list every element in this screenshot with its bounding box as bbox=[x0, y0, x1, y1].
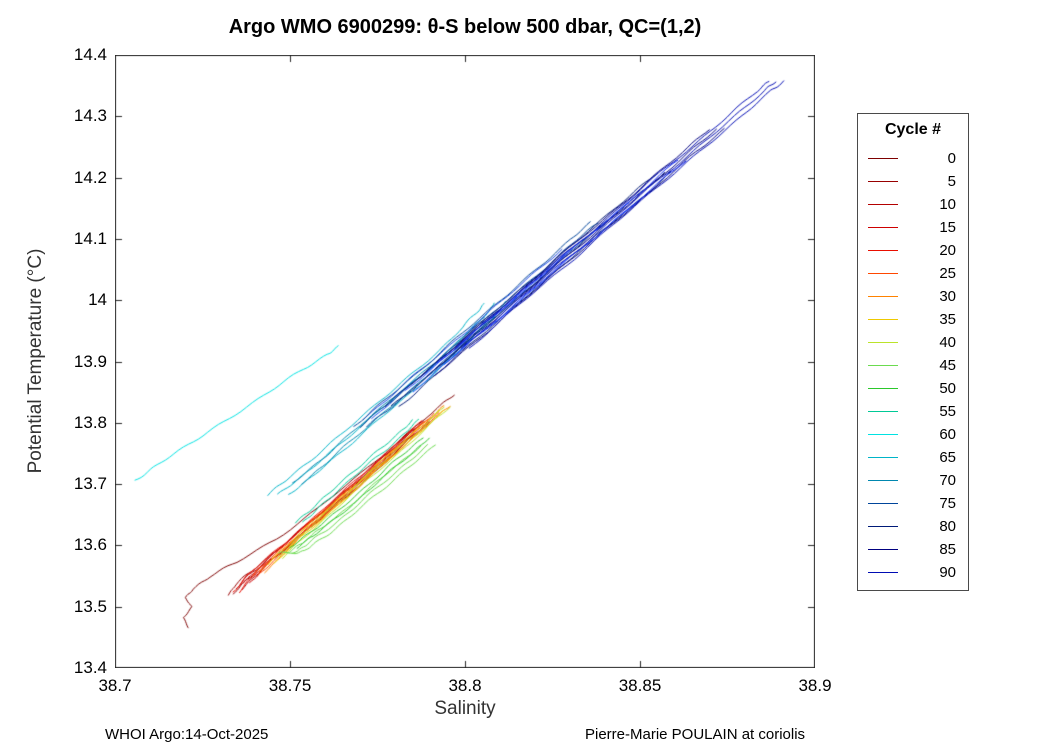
legend-item-label: 45 bbox=[939, 357, 956, 374]
footer-credit-left: WHOI Argo:14-Oct-2025 bbox=[105, 726, 269, 743]
x-tick-label: 38.9 bbox=[798, 676, 832, 695]
y-tick-label: 14 bbox=[88, 290, 107, 310]
y-tick-label: 13.5 bbox=[73, 596, 107, 616]
x-tick-label: 38.75 bbox=[268, 676, 312, 695]
legend-item[interactable]: 65 bbox=[858, 446, 968, 469]
legend-line-sample bbox=[868, 342, 898, 343]
legend-item[interactable]: 10 bbox=[858, 193, 968, 216]
legend-item-label: 35 bbox=[939, 311, 956, 328]
legend-line-sample bbox=[868, 411, 898, 412]
legend-item[interactable]: 70 bbox=[858, 469, 968, 492]
legend-item[interactable]: 35 bbox=[858, 308, 968, 331]
y-tick-label: 14.3 bbox=[73, 106, 107, 126]
legend-box: Cycle # 0 5 10 15 20 25 30 35 40 45 50 55 60 65 70 75 80… bbox=[857, 113, 969, 591]
legend-item-label: 50 bbox=[939, 380, 956, 397]
y-tick-label: 14.4 bbox=[73, 45, 107, 64]
legend-line-sample bbox=[868, 250, 898, 251]
y-tick-label: 13.6 bbox=[73, 535, 107, 555]
legend-line-sample bbox=[868, 503, 898, 504]
y-tick-label: 13.8 bbox=[73, 412, 107, 432]
legend-item[interactable]: 45 bbox=[858, 354, 968, 377]
legend-line-sample bbox=[868, 365, 898, 366]
legend-line-sample bbox=[868, 158, 898, 159]
plot-title: Argo WMO 6900299: θ-S below 500 dbar, QC… bbox=[228, 16, 702, 38]
x-tick-label: 38.85 bbox=[618, 676, 662, 695]
x-tick-label: 38.8 bbox=[448, 676, 482, 695]
legend-items: 0 5 10 15 20 25 30 35 40 45 50 55 60 65 70 75 80 85 90 bbox=[858, 147, 968, 584]
legend-item[interactable]: 15 bbox=[858, 216, 968, 239]
legend-item[interactable]: 20 bbox=[858, 239, 968, 262]
y-tick-label: 13.9 bbox=[73, 351, 107, 371]
legend-item-label: 25 bbox=[939, 265, 956, 282]
y-tick-label: 13.4 bbox=[73, 658, 107, 677]
legend-line-sample bbox=[868, 549, 898, 550]
legend-item[interactable]: 80 bbox=[858, 515, 968, 538]
legend-item-label: 15 bbox=[939, 219, 956, 236]
legend-item[interactable]: 5 bbox=[858, 170, 968, 193]
legend-item[interactable]: 0 bbox=[858, 147, 968, 170]
legend-item[interactable]: 30 bbox=[858, 285, 968, 308]
legend-item-label: 80 bbox=[939, 518, 956, 535]
legend-item[interactable]: 55 bbox=[858, 400, 968, 423]
legend-line-sample bbox=[868, 572, 898, 573]
legend-item-label: 30 bbox=[939, 288, 956, 305]
y-tick-label: 14.1 bbox=[73, 228, 107, 248]
legend-line-sample bbox=[868, 319, 898, 320]
legend-line-sample bbox=[868, 204, 898, 205]
legend-line-sample bbox=[868, 227, 898, 228]
y-axis-label: Potential Temperature (°C) bbox=[25, 248, 46, 474]
legend-item-label: 20 bbox=[939, 242, 956, 259]
legend-item[interactable]: 60 bbox=[858, 423, 968, 446]
legend-item-label: 5 bbox=[947, 173, 956, 190]
legend-item[interactable]: 25 bbox=[858, 262, 968, 285]
x-tick-label: 38.7 bbox=[98, 676, 132, 695]
legend-item-label: 0 bbox=[947, 150, 956, 167]
legend-item-label: 75 bbox=[939, 495, 956, 512]
legend-item[interactable]: 85 bbox=[858, 538, 968, 561]
y-tick-label: 13.7 bbox=[73, 474, 107, 494]
legend-item-label: 85 bbox=[939, 541, 956, 558]
legend-item[interactable]: 50 bbox=[858, 377, 968, 400]
legend-item-label: 40 bbox=[939, 334, 956, 351]
legend-line-sample bbox=[868, 388, 898, 389]
legend-line-sample bbox=[868, 181, 898, 182]
legend-item-label: 10 bbox=[939, 196, 956, 213]
legend-item-label: 90 bbox=[939, 564, 956, 581]
legend-title: Cycle # bbox=[884, 121, 942, 138]
legend-line-sample bbox=[868, 296, 898, 297]
legend-item[interactable]: 40 bbox=[858, 331, 968, 354]
legend-item[interactable]: 90 bbox=[858, 561, 968, 584]
legend-item[interactable]: 75 bbox=[858, 492, 968, 515]
legend-line-sample bbox=[868, 273, 898, 274]
legend-line-sample bbox=[868, 434, 898, 435]
theta-s-plot-canvas[interactable] bbox=[115, 55, 815, 668]
legend-line-sample bbox=[868, 457, 898, 458]
legend-item-label: 65 bbox=[939, 449, 956, 466]
legend-line-sample bbox=[868, 526, 898, 527]
y-tick-label: 14.2 bbox=[73, 167, 107, 187]
legend-item-label: 55 bbox=[939, 403, 956, 420]
x-axis-label: Salinity bbox=[434, 698, 496, 719]
footer-credit-right: Pierre-Marie POULAIN at coriolis bbox=[585, 726, 806, 743]
legend-line-sample bbox=[868, 480, 898, 481]
legend-item-label: 70 bbox=[939, 472, 956, 489]
legend-item-label: 60 bbox=[939, 426, 956, 443]
